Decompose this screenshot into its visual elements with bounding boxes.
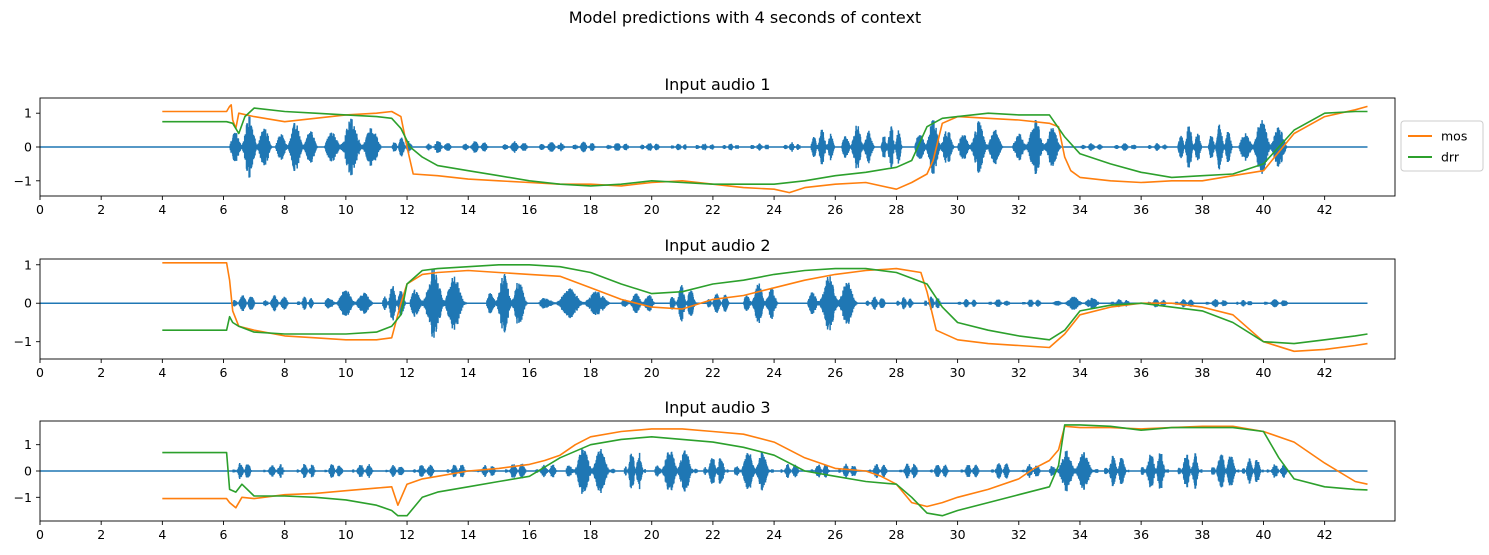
x-tick-label: 42 bbox=[1317, 365, 1333, 380]
x-tick-label: 0 bbox=[36, 202, 44, 217]
x-tick-label: 18 bbox=[583, 365, 599, 380]
x-tick-label: 8 bbox=[281, 365, 289, 380]
x-tick-label: 20 bbox=[644, 202, 660, 217]
mos-series bbox=[162, 425, 1368, 509]
x-tick-label: 10 bbox=[338, 202, 354, 217]
x-tick-label: 12 bbox=[399, 202, 415, 217]
x-tick-label: 24 bbox=[766, 527, 782, 542]
mos-series bbox=[162, 104, 1368, 194]
x-tick-label: 6 bbox=[220, 365, 228, 380]
x-tick-label: 2 bbox=[97, 365, 105, 380]
x-tick-label: 0 bbox=[36, 365, 44, 380]
x-tick-label: 40 bbox=[1256, 365, 1272, 380]
x-tick-label: 14 bbox=[460, 527, 476, 542]
y-tick-label: 1 bbox=[24, 257, 32, 272]
subplot-title: Input audio 2 bbox=[664, 236, 770, 255]
x-tick-label: 24 bbox=[766, 365, 782, 380]
y-tick-label: 0 bbox=[24, 140, 32, 155]
x-tick-label: 4 bbox=[158, 202, 166, 217]
x-tick-label: 30 bbox=[950, 202, 966, 217]
x-tick-label: 36 bbox=[1133, 365, 1149, 380]
subplot-2: Input audio 20 2 4 6 8 10 12 14 16 18 20 22 24 26 28 30… bbox=[14, 236, 1396, 380]
y-tick-label: 1 bbox=[24, 106, 32, 121]
legend-box bbox=[1400, 120, 1484, 172]
x-tick-label: 38 bbox=[1194, 527, 1210, 542]
x-tick-label: 36 bbox=[1133, 527, 1149, 542]
waveform-series bbox=[40, 448, 1368, 494]
x-tick-label: 10 bbox=[338, 365, 354, 380]
x-tick-label: 22 bbox=[705, 365, 721, 380]
x-tick-label: 28 bbox=[888, 527, 904, 542]
x-tick-label: 30 bbox=[950, 365, 966, 380]
panels: Input audio 10 2 4 6 8 10 12 14 16 18 20 22 24 26 28 30… bbox=[14, 75, 1396, 542]
x-tick-label: 12 bbox=[399, 527, 415, 542]
x-tick-label: 24 bbox=[766, 202, 782, 217]
axes-frame bbox=[39, 258, 1396, 360]
x-tick-label: 38 bbox=[1194, 202, 1210, 217]
y-tick-label: 1 bbox=[24, 437, 32, 452]
x-tick-label: 18 bbox=[583, 202, 599, 217]
legend-label-mos: mos bbox=[1441, 129, 1467, 144]
x-tick-label: 16 bbox=[521, 527, 537, 542]
waveform-series bbox=[40, 116, 1368, 178]
x-tick-label: 34 bbox=[1072, 527, 1088, 542]
x-tick-label: 18 bbox=[583, 527, 599, 542]
x-tick-label: 4 bbox=[158, 527, 166, 542]
x-tick-label: 10 bbox=[338, 527, 354, 542]
y-tick-label: −1 bbox=[14, 334, 32, 349]
x-tick-label: 38 bbox=[1194, 365, 1210, 380]
x-tick-label: 4 bbox=[158, 365, 166, 380]
x-tick-label: 20 bbox=[644, 527, 660, 542]
y-tick-label: 0 bbox=[24, 296, 32, 311]
x-tick-label: 2 bbox=[97, 202, 105, 217]
drr-series bbox=[162, 424, 1368, 517]
x-tick-label: 14 bbox=[460, 365, 476, 380]
x-tick-label: 36 bbox=[1133, 202, 1149, 217]
x-tick-label: 16 bbox=[521, 365, 537, 380]
x-tick-label: 32 bbox=[1011, 365, 1027, 380]
x-tick-label: 34 bbox=[1072, 365, 1088, 380]
figure-title: Model predictions with 4 seconds of cont… bbox=[569, 8, 921, 27]
y-tick-label: −1 bbox=[14, 490, 32, 505]
x-tick-label: 8 bbox=[281, 202, 289, 217]
x-tick-label: 14 bbox=[460, 202, 476, 217]
x-tick-label: 30 bbox=[950, 527, 966, 542]
x-tick-label: 22 bbox=[705, 527, 721, 542]
x-tick-label: 40 bbox=[1256, 202, 1272, 217]
x-tick-label: 26 bbox=[827, 365, 843, 380]
x-tick-label: 42 bbox=[1317, 202, 1333, 217]
y-tick-label: 0 bbox=[24, 464, 32, 479]
x-tick-label: 22 bbox=[705, 202, 721, 217]
x-tick-label: 26 bbox=[827, 202, 843, 217]
subplot-3: Input audio 30 2 4 6 8 10 12 14 16 18 20 22 24 26 28 30… bbox=[14, 398, 1396, 542]
x-tick-label: 20 bbox=[644, 365, 660, 380]
x-tick-label: 0 bbox=[36, 527, 44, 542]
x-tick-label: 32 bbox=[1011, 202, 1027, 217]
x-tick-label: 12 bbox=[399, 365, 415, 380]
x-tick-label: 40 bbox=[1256, 527, 1272, 542]
subplot-title: Input audio 3 bbox=[664, 398, 770, 417]
y-tick-label: −1 bbox=[14, 173, 32, 188]
drr-series bbox=[162, 107, 1368, 187]
x-tick-label: 6 bbox=[220, 202, 228, 217]
drr-series bbox=[162, 263, 1368, 345]
x-tick-label: 8 bbox=[281, 527, 289, 542]
legend-label-drr: drr bbox=[1441, 150, 1460, 165]
x-tick-label: 2 bbox=[97, 527, 105, 542]
x-tick-label: 34 bbox=[1072, 202, 1088, 217]
legend: mos drr bbox=[1400, 120, 1484, 172]
x-tick-label: 32 bbox=[1011, 527, 1027, 542]
x-tick-label: 28 bbox=[888, 365, 904, 380]
subplot-title: Input audio 1 bbox=[664, 75, 770, 94]
x-tick-label: 42 bbox=[1317, 527, 1333, 542]
x-tick-label: 16 bbox=[521, 202, 537, 217]
x-tick-label: 26 bbox=[827, 527, 843, 542]
x-tick-label: 28 bbox=[888, 202, 904, 217]
subplot-1: Input audio 10 2 4 6 8 10 12 14 16 18 20 22 24 26 28 30… bbox=[14, 75, 1396, 217]
x-tick-label: 6 bbox=[220, 527, 228, 542]
